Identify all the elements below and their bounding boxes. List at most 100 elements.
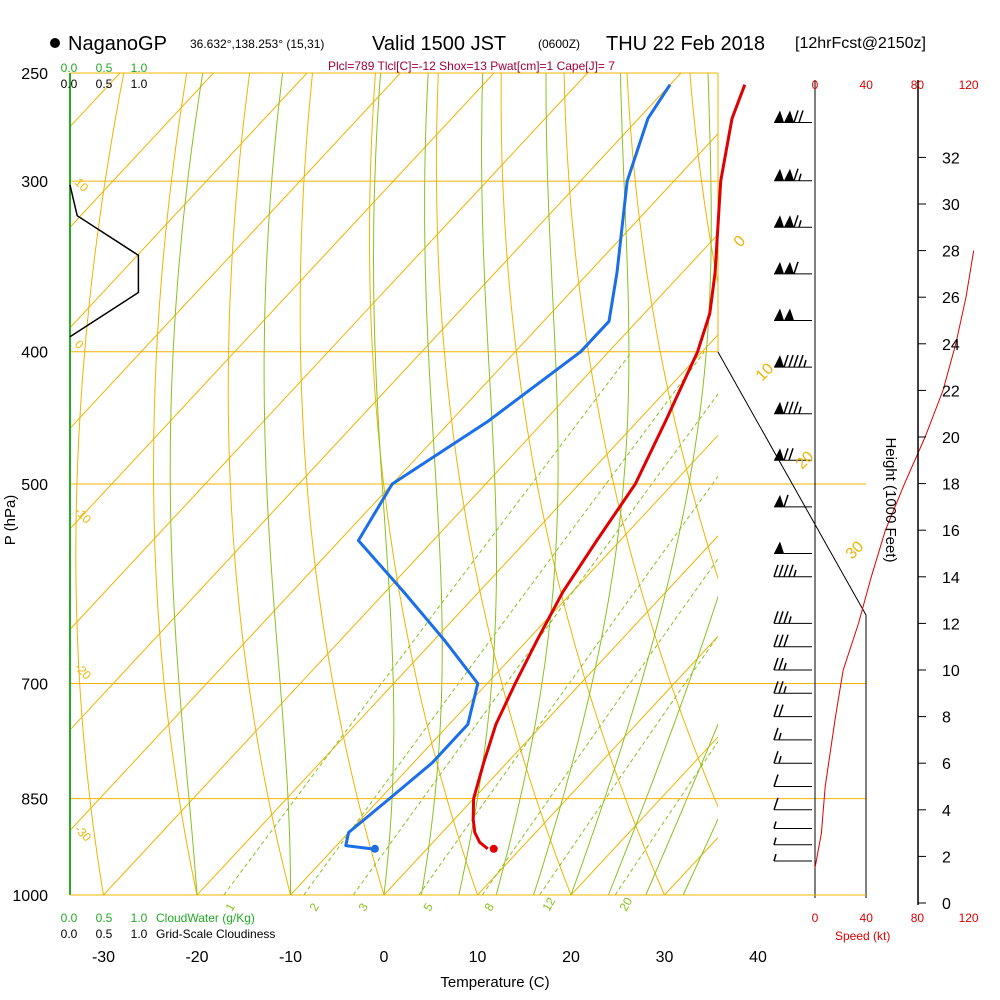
isotherm-line — [664, 837, 718, 895]
wind-barb-flag — [773, 727, 779, 741]
wind-barb-flag — [798, 354, 804, 368]
wind-barb-half-flag — [773, 837, 777, 845]
wind-barb-pennant — [774, 494, 784, 507]
wind-barb-pennant — [774, 401, 784, 414]
pressure-tick-label: 850 — [21, 792, 48, 809]
moist-adiabat-line — [645, 723, 718, 895]
wind-barb-flag — [793, 110, 799, 123]
temperature-tick-label: -10 — [279, 949, 302, 966]
cloudiness-tick-label-bottom: 0.5 — [96, 927, 113, 941]
mixing-ratio-label: 3 — [355, 900, 371, 913]
wind-barb-pennant — [774, 110, 784, 123]
wind-barb-flag — [773, 750, 779, 764]
wind-barb-flag — [778, 657, 784, 671]
zulu-time: (0600Z) — [538, 37, 580, 51]
wind-barb-pennant — [774, 215, 784, 228]
wind-barb-flag — [788, 564, 794, 578]
isotherm-label: 20 — [793, 448, 818, 473]
isotherm-line — [70, 73, 401, 429]
wind-barb-flag — [773, 564, 779, 578]
surface-temperature-point — [489, 844, 498, 853]
wind-barb-half-flag — [798, 406, 802, 414]
isotherm-line — [383, 535, 718, 895]
isotherm-label: 30 — [843, 538, 868, 563]
adiabat-label: 10 — [72, 175, 92, 195]
wind-barb-half-flag — [783, 662, 787, 671]
wind-barb-flag — [783, 494, 789, 508]
wind-barb-pennant — [774, 448, 784, 461]
speed-tick-label-top: 0 — [812, 78, 819, 92]
cloudiness-tick-label-top: 0.5 — [96, 77, 113, 91]
dry-adiabat-line — [75, 73, 125, 895]
height-tick-label: 30 — [942, 197, 960, 214]
cloudwater-tick-label-bottom: 1.0 — [131, 911, 148, 925]
speed-tick-label-top: 80 — [911, 78, 925, 92]
height-tick-label: 10 — [942, 663, 960, 680]
wind-barb-half-flag — [773, 821, 777, 829]
cloudiness-tick-label-top: 0.0 — [61, 77, 78, 91]
dry-adiabat-line — [563, 73, 718, 808]
mixing-ratio-line — [303, 351, 705, 895]
pressure-tick-label: 300 — [21, 174, 48, 191]
wind-barb-flag — [778, 704, 784, 717]
height-axis-label: Height (1000 Feet) — [882, 437, 899, 562]
wind-barb-half-flag — [788, 616, 792, 624]
height-tick-label: 18 — [942, 477, 960, 494]
wind-barb-half-flag — [803, 359, 807, 368]
wind-barb-flag — [783, 564, 789, 578]
temperature-tick-label: 30 — [656, 949, 674, 966]
speed-tick-label-top: 120 — [959, 78, 979, 92]
temperature-tick-label: 20 — [562, 949, 580, 966]
dry-adiabat-line — [368, 73, 479, 895]
moist-adiabat-line — [169, 73, 204, 895]
isotherm-line — [103, 233, 718, 895]
wind-barb-flag — [783, 634, 789, 647]
station-dot-icon — [50, 38, 60, 48]
dry-adiabat-line — [227, 73, 292, 895]
speed-tick-label-bottom: 120 — [959, 911, 979, 925]
cloudiness-tick-label-top: 1.0 — [131, 77, 148, 91]
sounding-traces — [344, 83, 747, 853]
isotherm-line — [290, 434, 718, 895]
wind-barb-half-flag — [798, 173, 802, 181]
station-name: NaganoGP — [68, 33, 167, 55]
mixing-ratio-line — [352, 393, 718, 895]
height-tick-label: 32 — [942, 150, 960, 167]
mixing-ratio-label: 20 — [616, 895, 635, 914]
isotherm-line — [570, 736, 718, 895]
wind-barb-pennant — [774, 261, 784, 274]
mixing-ratio-label: 8 — [481, 900, 497, 913]
wind-barb-flag — [793, 261, 799, 275]
wind-barb-flag — [783, 448, 789, 461]
station-coords: 36.632°,138.253° (15,31) — [190, 37, 324, 51]
wind-barb-flag — [788, 354, 794, 368]
moist-adiabat-line — [420, 73, 443, 895]
indices-line: Plcl=789 Tlcl[C]=-12 Shox=13 Pwat[cm]=1 … — [328, 59, 615, 73]
isotherm-line — [196, 334, 718, 895]
height-tick-label: 8 — [942, 710, 951, 727]
moist-adiabat-line — [533, 73, 630, 895]
wind-barb-flag — [783, 401, 789, 414]
dry-adiabat-line — [500, 73, 666, 895]
wind-barb-pennant — [784, 261, 794, 274]
wind-barb-flag — [793, 354, 799, 368]
temperature-tick-label: 10 — [469, 949, 487, 966]
speed-tick-label-top: 40 — [860, 78, 874, 92]
dry-adiabat-line — [152, 73, 198, 895]
pressure-tick-label: 250 — [21, 66, 48, 83]
wind-barb-half-flag — [793, 569, 797, 578]
wind-barb-flag — [773, 611, 779, 624]
wind-panel-boundary — [717, 351, 867, 898]
mixing-ratio-line — [418, 475, 718, 895]
cloudwater-axis-label: CloudWater (g/Kg) — [156, 911, 255, 925]
dewpoint-line — [344, 83, 672, 851]
speed-axis-label: Speed (kt) — [835, 929, 890, 943]
wind-barb-flag — [783, 611, 789, 624]
wind-barb-pennant — [784, 110, 794, 123]
wind-barb-flag — [773, 681, 779, 694]
wind-barb-flag — [773, 797, 779, 811]
wind-barb-flag — [783, 354, 789, 368]
